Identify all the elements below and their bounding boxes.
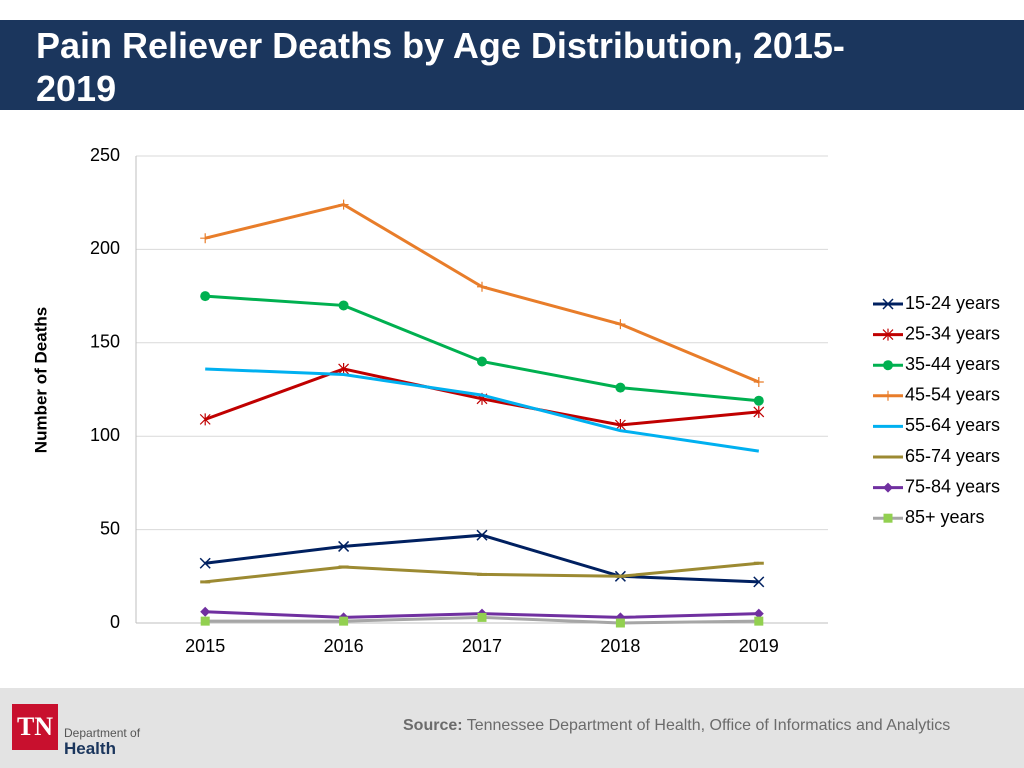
marker (477, 281, 487, 292)
marker (754, 616, 764, 626)
x-tick-label: 2019 (739, 636, 779, 656)
series-line (204, 202, 760, 384)
x-tick-label: 2018 (600, 636, 640, 656)
x-tick-label: 2015 (185, 636, 225, 656)
marker (753, 576, 765, 588)
marker (476, 529, 488, 541)
source: Source: Tennessee Department of Health, … (403, 717, 950, 735)
marker (753, 608, 764, 619)
marker (200, 616, 210, 626)
source-text: Tennessee Department of Health, Office o… (466, 717, 951, 734)
legend-marker (882, 328, 894, 341)
slide-title: Pain Reliever Deaths by Age Distribution… (36, 25, 845, 109)
legend-label: 75-84 years (905, 476, 1000, 496)
marker (200, 606, 211, 617)
marker (615, 319, 626, 330)
x-tick-label: 2016 (324, 636, 364, 656)
y-tick-label: 200 (90, 238, 120, 258)
legend-label: 85+ years (905, 507, 985, 527)
logo-text: Department of (64, 726, 141, 740)
marker (338, 300, 349, 311)
marker (753, 405, 765, 418)
legend-marker (883, 390, 893, 401)
legend-label: 45-54 years (905, 385, 1000, 405)
chart: Number of Deaths 0 50 100 150 200 250 2015 2016… (31, 145, 1000, 656)
x-tick-label: 2017 (462, 636, 502, 656)
footer-bar: TN Department of Health Source: Tennesse… (0, 688, 1024, 768)
marker (615, 382, 626, 393)
marker (338, 199, 349, 210)
legend-label: 65-74 years (905, 446, 1000, 466)
y-tick-label: 50 (100, 518, 120, 538)
y-axis-label: Number of Deaths (31, 307, 50, 453)
legend-label: 55-64 years (905, 415, 1000, 435)
marker (339, 616, 349, 626)
legend-label: 15-24 years (905, 293, 1000, 313)
marker (199, 557, 211, 569)
legend-marker (883, 482, 893, 493)
marker (200, 291, 211, 302)
header-bar: Pain Reliever Deaths by Age Distribution… (0, 20, 1024, 110)
y-tick-label: 250 (90, 145, 120, 165)
source-label: Source: (403, 717, 463, 734)
marker (338, 540, 350, 552)
legend-marker (882, 298, 894, 310)
legend-marker (883, 513, 893, 523)
marker (338, 362, 350, 375)
series-line (205, 367, 760, 453)
y-tick-label: 150 (90, 332, 120, 352)
legend-label: 35-44 years (905, 354, 1000, 374)
marker (200, 233, 211, 244)
marker (753, 395, 764, 406)
marker (753, 377, 764, 388)
legend-marker (883, 360, 893, 371)
y-tick-label: 100 (90, 425, 120, 445)
logo-text: Health (64, 739, 116, 758)
logo: TN (12, 704, 58, 750)
marker (615, 618, 625, 628)
legend-label: 25-34 years (905, 323, 1000, 343)
y-tick-label: 0 (110, 612, 120, 632)
marker (199, 413, 211, 426)
marker (477, 612, 487, 622)
marker (477, 356, 487, 367)
